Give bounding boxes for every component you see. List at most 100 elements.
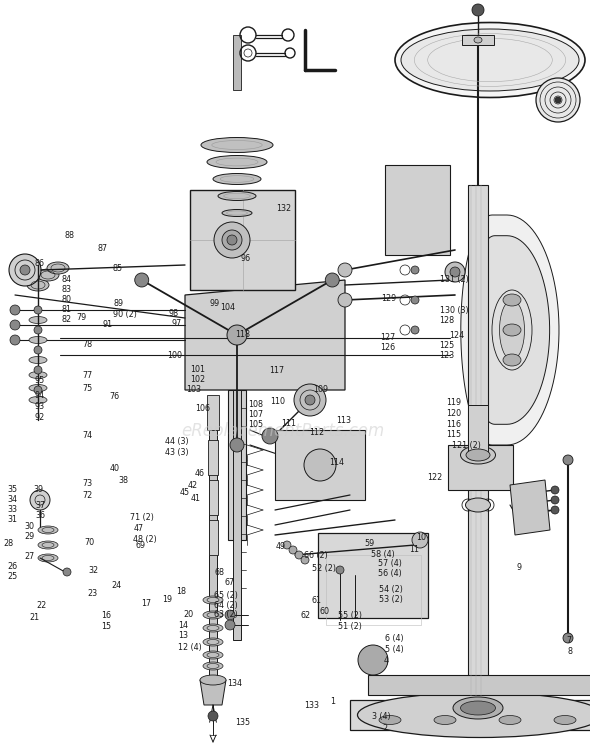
Circle shape	[289, 546, 297, 554]
Bar	[209, 520, 218, 555]
Text: 24: 24	[111, 581, 121, 590]
Bar	[326, 555, 421, 625]
Text: 91: 91	[103, 320, 113, 329]
Text: 37: 37	[35, 501, 45, 510]
Text: 102: 102	[190, 375, 205, 384]
Bar	[207, 395, 219, 430]
Text: 36: 36	[35, 511, 45, 520]
Text: 75: 75	[83, 384, 93, 393]
Text: 76: 76	[110, 392, 120, 401]
Text: 61: 61	[312, 596, 322, 605]
Circle shape	[472, 4, 484, 16]
Bar	[208, 440, 218, 475]
Circle shape	[304, 449, 336, 481]
Bar	[190, 190, 295, 290]
Text: 77: 77	[83, 372, 93, 380]
Text: 108: 108	[248, 400, 263, 409]
Ellipse shape	[395, 22, 585, 97]
Text: 78: 78	[83, 340, 93, 349]
Circle shape	[411, 296, 419, 304]
Ellipse shape	[492, 290, 532, 370]
Text: 127: 127	[380, 333, 395, 342]
Text: 52 (2): 52 (2)	[312, 564, 336, 573]
Text: 1: 1	[330, 697, 335, 706]
Text: 28: 28	[3, 539, 13, 548]
Text: 73: 73	[83, 479, 93, 488]
Text: 107: 107	[248, 410, 263, 419]
Text: 117: 117	[269, 366, 284, 374]
Text: 69: 69	[136, 541, 146, 550]
Text: 32: 32	[88, 566, 99, 575]
Circle shape	[222, 230, 242, 250]
Text: 120: 120	[446, 409, 461, 418]
Circle shape	[30, 490, 50, 510]
Circle shape	[63, 568, 71, 576]
Text: 5 (4): 5 (4)	[385, 645, 404, 654]
Text: 116: 116	[446, 420, 461, 429]
Text: 70: 70	[84, 538, 94, 547]
Circle shape	[34, 386, 42, 394]
Text: 18: 18	[176, 587, 186, 596]
Circle shape	[450, 267, 460, 277]
Text: 10: 10	[417, 533, 427, 542]
Text: 22: 22	[37, 601, 47, 610]
Text: 129: 129	[381, 294, 396, 303]
Ellipse shape	[29, 317, 47, 324]
Text: 48 (2): 48 (2)	[133, 535, 157, 544]
Bar	[468, 405, 488, 455]
Text: 55 (2): 55 (2)	[338, 611, 362, 620]
Text: 6 (4): 6 (4)	[385, 634, 404, 643]
Text: 31: 31	[8, 515, 18, 524]
Text: 118: 118	[235, 330, 250, 339]
Ellipse shape	[207, 156, 267, 169]
Ellipse shape	[466, 449, 490, 461]
Ellipse shape	[29, 396, 47, 404]
Text: 99: 99	[209, 299, 219, 308]
Bar	[468, 185, 488, 710]
Text: 27: 27	[25, 552, 35, 561]
Text: 92: 92	[34, 413, 44, 422]
Text: 130 (3): 130 (3)	[440, 306, 468, 315]
Circle shape	[555, 97, 561, 103]
Circle shape	[208, 711, 218, 721]
Text: 46: 46	[195, 469, 205, 478]
Ellipse shape	[503, 294, 521, 306]
Text: 133: 133	[304, 701, 319, 710]
Ellipse shape	[503, 324, 521, 336]
Text: 86: 86	[34, 259, 44, 268]
Text: 121 (2): 121 (2)	[452, 441, 481, 450]
Text: 115: 115	[446, 430, 461, 439]
Text: 20: 20	[183, 610, 193, 619]
Ellipse shape	[499, 715, 521, 724]
Polygon shape	[350, 700, 590, 730]
Text: 122: 122	[427, 473, 442, 482]
Text: 33: 33	[8, 505, 18, 514]
Text: 96: 96	[241, 254, 251, 263]
Bar	[233, 390, 241, 640]
Ellipse shape	[500, 300, 525, 360]
Text: 64 (2): 64 (2)	[214, 601, 238, 610]
Ellipse shape	[203, 624, 223, 632]
Text: 7: 7	[566, 636, 572, 645]
Text: 9: 9	[516, 563, 522, 572]
Text: 82: 82	[62, 315, 72, 324]
Bar	[368, 675, 590, 695]
Bar	[448, 445, 513, 490]
Circle shape	[295, 551, 303, 559]
Ellipse shape	[466, 498, 490, 512]
Text: 109: 109	[313, 385, 328, 394]
Circle shape	[305, 395, 315, 405]
Text: 17: 17	[142, 599, 152, 608]
Ellipse shape	[453, 697, 503, 719]
Text: 85: 85	[112, 264, 122, 273]
Text: 15: 15	[101, 622, 112, 631]
Ellipse shape	[38, 526, 58, 534]
Text: 23: 23	[87, 589, 97, 598]
Text: 134: 134	[227, 679, 242, 688]
Ellipse shape	[203, 596, 223, 604]
Bar	[233, 35, 241, 90]
Ellipse shape	[201, 138, 273, 153]
Text: 132: 132	[276, 204, 291, 213]
Circle shape	[34, 366, 42, 374]
Circle shape	[9, 254, 41, 286]
